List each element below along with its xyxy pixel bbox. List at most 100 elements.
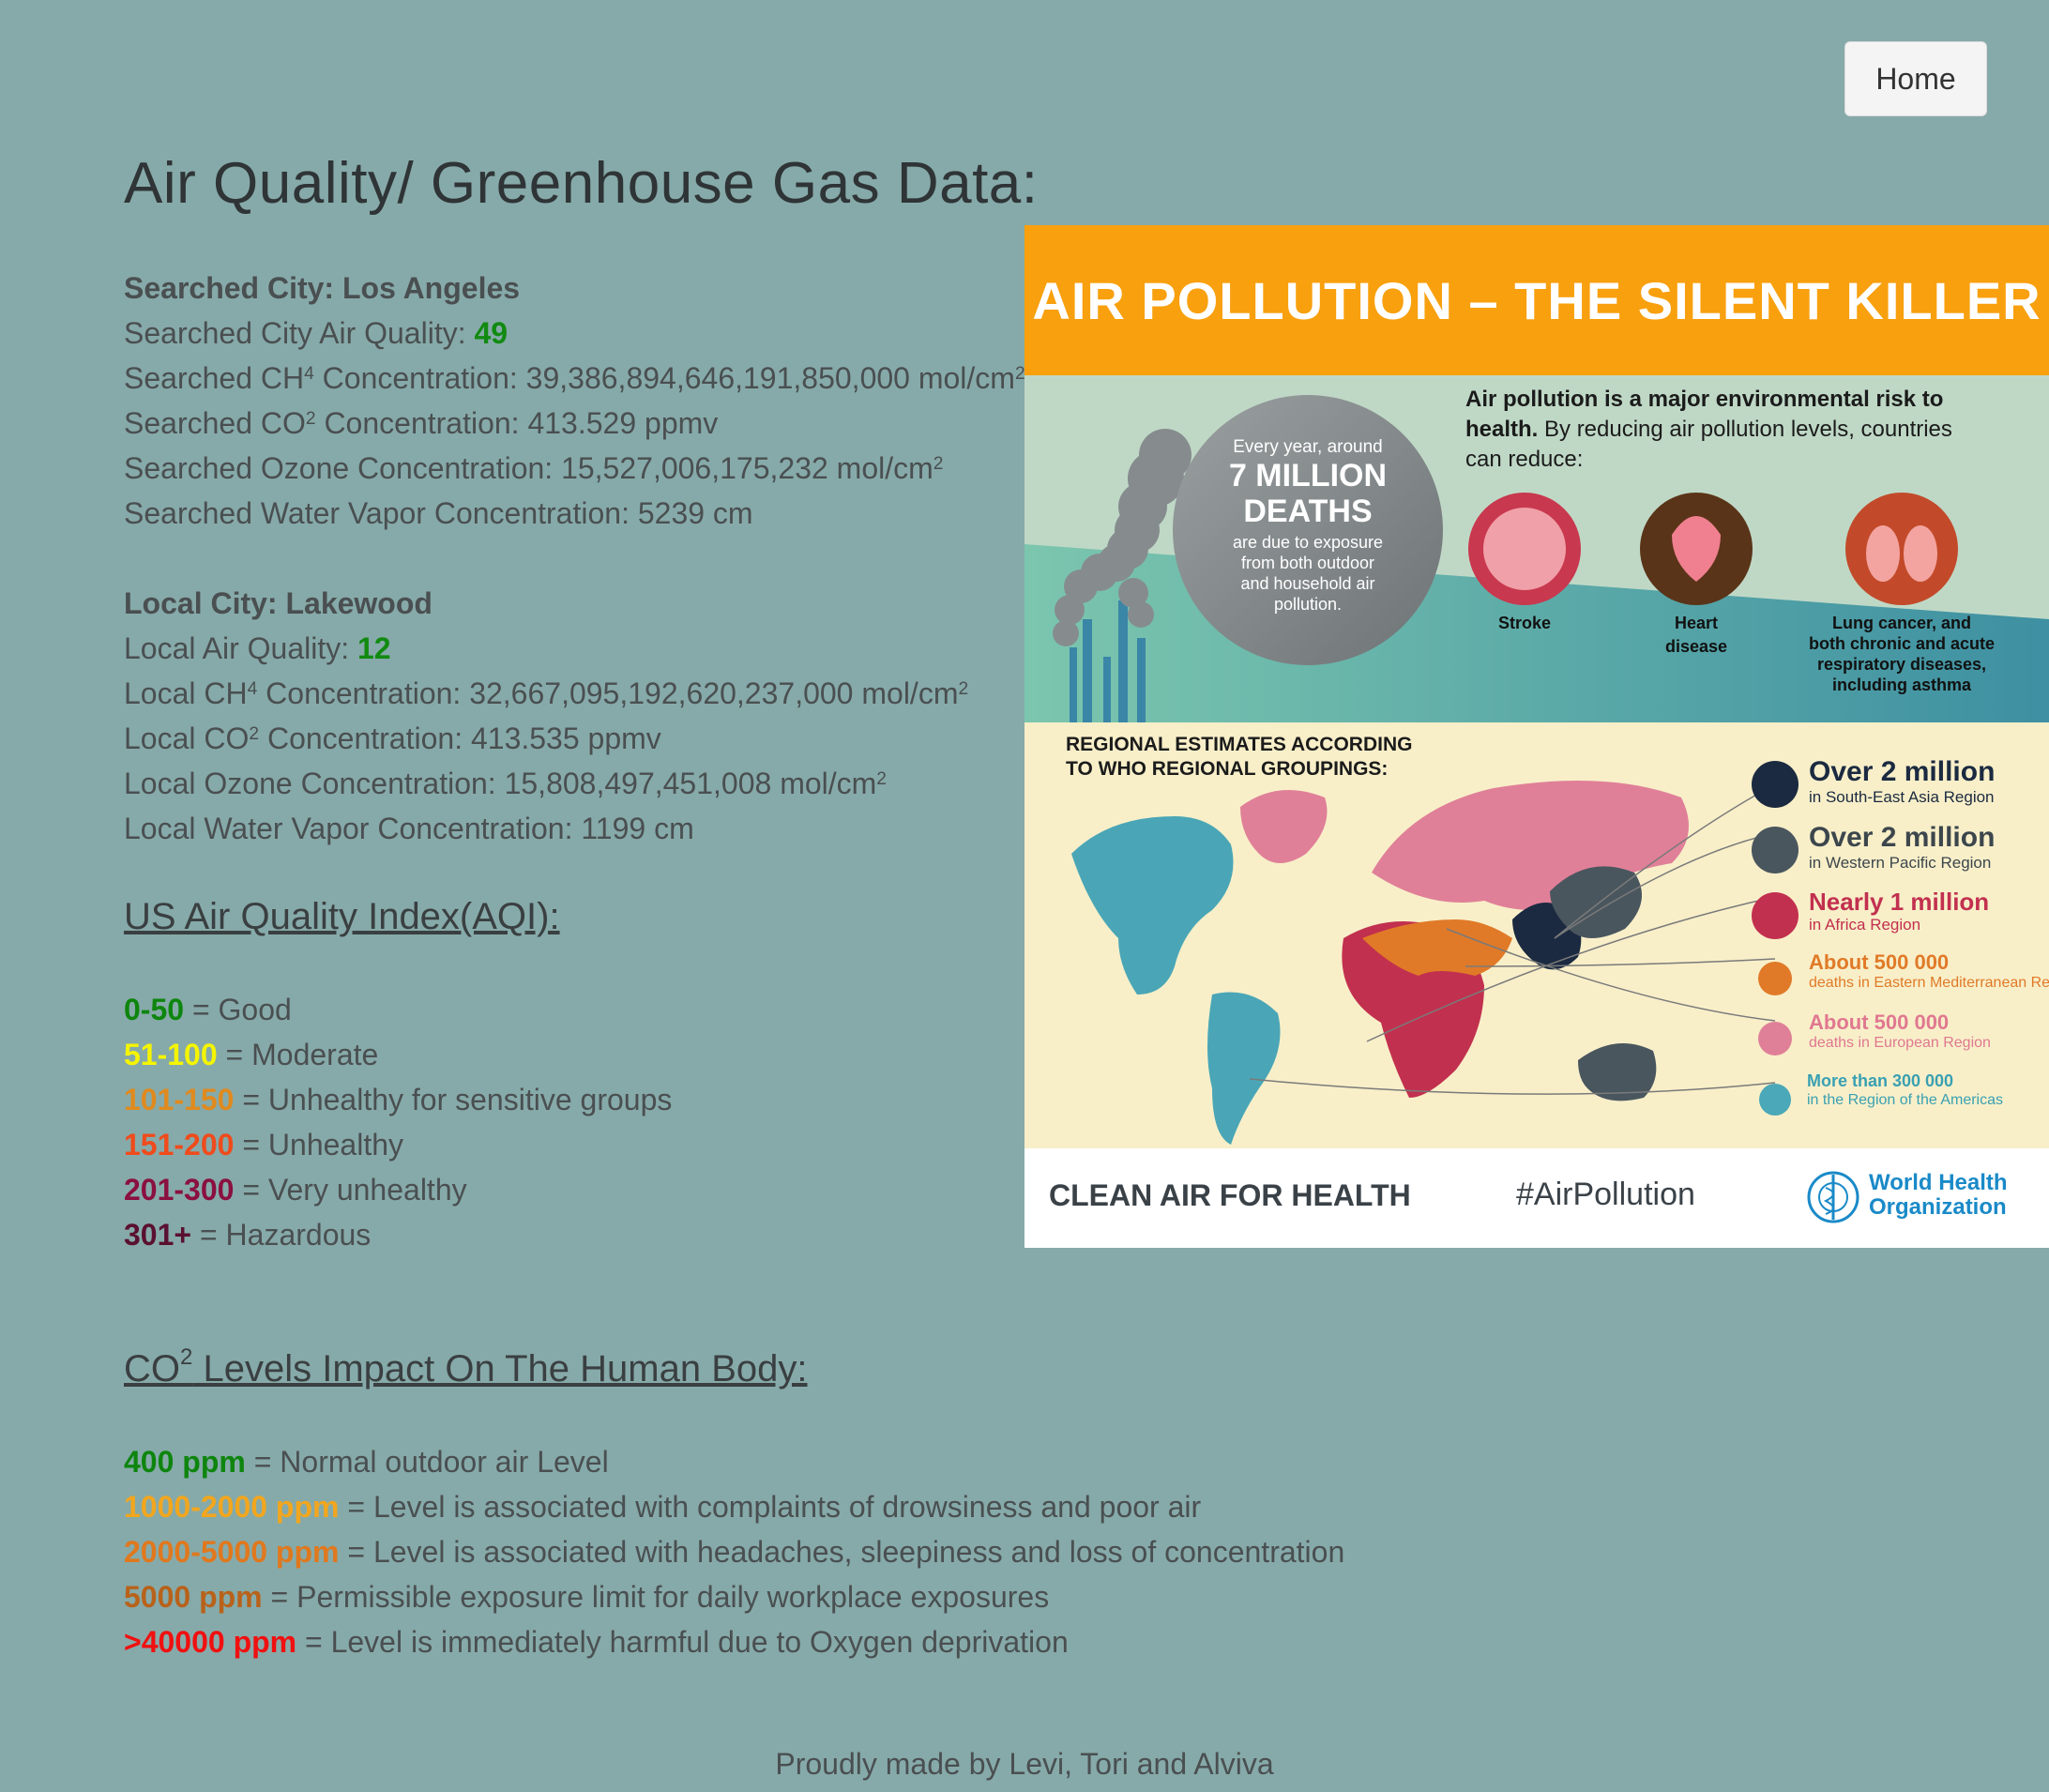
who-logo-icon <box>1807 1171 1859 1223</box>
stroke-label: Stroke <box>1497 614 1552 632</box>
local-ozone: Local Ozone Concentration: 15,808,497,45… <box>124 761 968 806</box>
co2-level: 1000-2000 ppm <box>124 1490 340 1524</box>
local-water-vapor: Local Water Vapor Concentration: 1199 cm <box>124 812 694 845</box>
deaths-small-1: are due to exposure <box>1232 533 1384 552</box>
aqi-row-moderate: 51-100 = Moderate <box>124 1032 672 1077</box>
co2-desc: = Level is associated with complaints of… <box>339 1490 1202 1524</box>
local-ozone-sup: 2 <box>876 769 887 789</box>
lung-label-4: including asthma <box>1831 676 1972 694</box>
clean-air-text: CLEAN AIR FOR HEALTH <box>1049 1178 1411 1212</box>
region-dot <box>1758 962 1792 995</box>
regional-heading-1: REGIONAL ESTIMATES ACCORDING <box>1066 734 1413 755</box>
regional-heading-2: TO WHO REGIONAL GROUPINGS: <box>1066 758 1389 780</box>
aqi-desc: = Hazardous <box>191 1218 372 1252</box>
risk-bold: health. <box>1465 417 1539 442</box>
aqi-range: 51-100 <box>124 1038 218 1071</box>
aqi-desc: = Very unhealthy <box>234 1173 467 1207</box>
aqi-desc: = Moderate <box>217 1038 379 1071</box>
searched-co2-value: Concentration: 413.529 ppmv <box>315 406 719 440</box>
searched-co2-sup: 2 <box>305 409 316 429</box>
deaths-big-2: DEATHS <box>1243 494 1373 529</box>
aqi-desc: = Unhealthy <box>234 1128 403 1162</box>
region-value: Nearly 1 million <box>1809 888 1990 916</box>
region-label: in the Region of the Americas <box>1807 1092 2004 1108</box>
deaths-big-1: 7 MILLION <box>1228 458 1388 494</box>
every-year-text: Every year, around <box>1233 437 1383 457</box>
searched-ch4: Searched CH4 Concentration: 39,386,894,6… <box>124 356 1025 401</box>
deaths-small-3: and household air <box>1240 574 1375 593</box>
region-value: About 500 000 <box>1809 1010 1950 1034</box>
local-ch4-unit-sup: 2 <box>958 679 969 699</box>
aqi-range: 0-50 <box>124 993 185 1026</box>
co2-desc: = Permissible exposure limit for daily w… <box>262 1580 1050 1614</box>
infographic-map-panel: REGIONAL ESTIMATES ACCORDING TO WHO REGI… <box>1024 722 2049 1148</box>
risk-text-line1: Air pollution is a major environmental r… <box>1465 387 1944 412</box>
region-dot <box>1759 1084 1791 1116</box>
co2-desc: = Level is immediately harmful due to Ox… <box>296 1625 1069 1659</box>
searched-co2: Searched CO2 Concentration: 413.529 ppmv <box>124 401 1025 446</box>
risk-text-line3: can reduce: <box>1465 447 1584 472</box>
aqi-desc: = Good <box>184 993 292 1026</box>
co2-title: CO2 Levels Impact On The Human Body: <box>124 1344 808 1390</box>
footer-credits: Proudly made by Levi, Tori and Alviva <box>775 1747 1274 1781</box>
searched-air-quality: Searched City Air Quality: 49 <box>124 311 1025 356</box>
co2-title-sup: 2 <box>180 1344 193 1370</box>
co2-level: 5000 ppm <box>124 1580 263 1614</box>
deaths-small-4: pollution. <box>1273 595 1343 614</box>
region-value: More than 300 000 <box>1807 1071 1954 1090</box>
searched-ch4-label: Searched CH <box>124 361 305 395</box>
lung-label-2: both chronic and acute <box>1808 634 1996 653</box>
searched-ch4-value: Concentration: 39,386,894,646,191,850,00… <box>313 361 1015 395</box>
co2-level: 2000-5000 ppm <box>124 1535 340 1569</box>
who-name-1: World Health <box>1869 1170 2008 1195</box>
risk-rest: By reducing air pollution levels, countr… <box>1538 417 1952 442</box>
searched-city-section: Searched City: Los Angeles Searched City… <box>124 266 1025 536</box>
aqi-range: 201-300 <box>124 1173 235 1207</box>
infographic-top-art <box>1024 395 2049 722</box>
co2-row: 2000-5000 ppm = Level is associated with… <box>124 1529 1344 1574</box>
searched-aq-label: Searched City Air Quality: <box>124 316 475 350</box>
searched-city-heading: Searched City: Los Angeles <box>124 271 521 305</box>
local-co2-sup: 2 <box>249 724 260 744</box>
aqi-row-hazardous: 301+ = Hazardous <box>124 1212 672 1257</box>
infographic-title: AIR POLLUTION – THE SILENT KILLER <box>1032 270 2041 330</box>
searched-ch4-unit-sup: 2 <box>1014 364 1025 384</box>
world-map-icon <box>1071 781 1776 1145</box>
region-label: deaths in European Region <box>1809 1035 1991 1051</box>
lung-label-3: respiratory diseases, <box>1816 655 1987 674</box>
local-city-section: Local City: Lakewood Local Air Quality: … <box>124 581 968 851</box>
infographic-banner <box>1024 225 2049 375</box>
local-ozone-value: Local Ozone Concentration: 15,808,497,45… <box>124 767 877 800</box>
co2-list: 400 ppm = Normal outdoor air Level 1000-… <box>124 1439 1344 1664</box>
home-button[interactable]: Home <box>1844 41 1987 116</box>
co2-row: >40000 ppm = Level is immediately harmfu… <box>124 1619 1344 1664</box>
page-title: Air Quality/ Greenhouse Gas Data: <box>124 151 1039 216</box>
aqi-title: US Air Quality Index(AQI): <box>124 896 560 937</box>
co2-desc: = Normal outdoor air Level <box>245 1445 609 1479</box>
co2-title-post: Levels Impact On The Human Body: <box>192 1348 808 1390</box>
heart-label-1: Heart <box>1674 614 1719 632</box>
risk-text-line2: health. By reducing air pollution levels… <box>1465 417 1952 443</box>
local-co2-label: Local CO <box>124 721 250 755</box>
co2-level: >40000 ppm <box>124 1625 297 1659</box>
searched-ozone: Searched Ozone Concentration: 15,527,006… <box>124 446 1025 491</box>
aqi-row-good: 0-50 = Good <box>124 987 672 1032</box>
local-air-quality: Local Air Quality: 12 <box>124 626 968 671</box>
co2-level: 400 ppm <box>124 1445 246 1479</box>
searched-ozone-sup: 2 <box>933 454 944 474</box>
lung-label-1: Lung cancer, and <box>1831 614 1972 632</box>
local-ch4-label: Local CH <box>124 676 248 710</box>
infographic-top-panel: Every year, around 7 MILLION DEATHS are … <box>1024 375 2049 722</box>
air-pollution-infographic: AIR POLLUTION – THE SILENT KILLER <box>1024 225 2049 1248</box>
region-label: in South-East Asia Region <box>1809 788 1995 806</box>
region-dot <box>1752 827 1799 873</box>
local-aq-label: Local Air Quality: <box>124 631 357 665</box>
region-value: About 500 000 <box>1809 950 1950 974</box>
hashtag-text: #AirPollution <box>1516 1177 1695 1212</box>
co2-row: 400 ppm = Normal outdoor air Level <box>124 1439 1344 1484</box>
aqi-row-usg: 101-150 = Unhealthy for sensitive groups <box>124 1077 672 1122</box>
searched-ch4-sup: 4 <box>304 364 314 384</box>
region-dot <box>1752 761 1799 808</box>
aqi-row-very-unhealthy: 201-300 = Very unhealthy <box>124 1167 672 1212</box>
aqi-range: 301+ <box>124 1218 192 1252</box>
